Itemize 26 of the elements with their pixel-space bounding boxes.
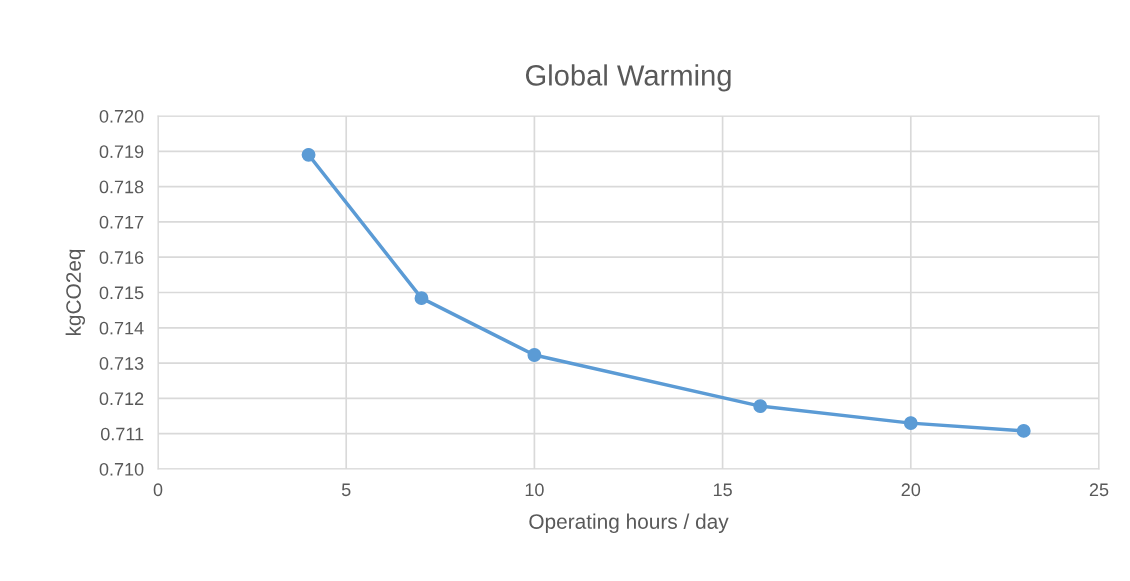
x-axis-title: Operating hours / day — [529, 513, 729, 534]
x-tick-label: 0 — [153, 483, 163, 497]
y-tick-label: 0.719 — [99, 145, 144, 159]
y-tick-label: 0.718 — [99, 180, 144, 194]
point — [903, 416, 918, 431]
x-tick-label: 20 — [901, 483, 921, 497]
y-tick-label: 0.710 — [99, 462, 144, 476]
point — [414, 291, 429, 306]
y-tick-label: 0.714 — [99, 321, 144, 335]
point — [1016, 423, 1031, 438]
y-tick-label: 0.716 — [99, 251, 144, 264]
y-axis-title: kgCO2eq — [65, 249, 86, 336]
x-tick-label: 10 — [525, 483, 544, 497]
y-tick-label: 0.720 — [99, 109, 144, 123]
x-tick-label: 25 — [1089, 483, 1109, 497]
y-tick-label: 0.713 — [99, 357, 144, 370]
y-tick-label: 0.715 — [99, 286, 144, 300]
chart-title: Global Warming — [525, 64, 731, 92]
point — [753, 399, 768, 414]
y-tick-label: 0.712 — [99, 392, 144, 406]
point — [527, 348, 542, 362]
x-tick-label: 15 — [713, 483, 732, 497]
x-tick-label: 5 — [341, 483, 351, 497]
y-tick-label: 0.717 — [99, 215, 144, 229]
y-tick-label: 0.711 — [100, 427, 144, 441]
point — [301, 147, 316, 162]
